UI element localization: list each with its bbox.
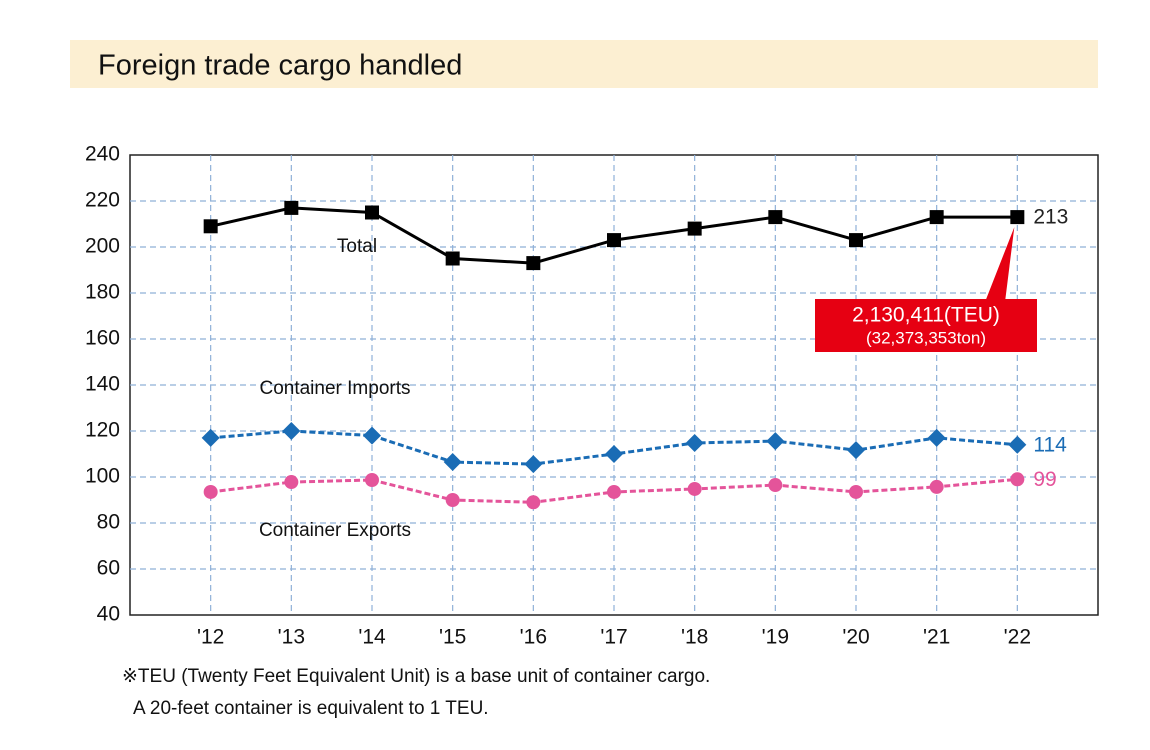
y-tick-label: 220 bbox=[85, 189, 120, 212]
data-label: 99 bbox=[1033, 468, 1056, 491]
y-tick-label: 240 bbox=[85, 143, 120, 166]
x-tick-label: '14 bbox=[358, 626, 386, 649]
point bbox=[605, 445, 623, 463]
y-tick-label: 100 bbox=[85, 465, 120, 488]
x-tick-label: '12 bbox=[197, 626, 224, 649]
footnote: ※TEU (Twenty Feet Equivalent Unit) is a … bbox=[122, 666, 710, 687]
x-tick-label: '16 bbox=[520, 626, 547, 649]
data-label: 213 bbox=[1033, 206, 1068, 229]
point bbox=[203, 219, 218, 234]
point bbox=[927, 428, 946, 447]
title-banner bbox=[70, 40, 1098, 88]
point bbox=[365, 205, 379, 220]
point bbox=[365, 472, 379, 487]
x-tick-label: '13 bbox=[278, 626, 305, 649]
x-tick-label: '15 bbox=[439, 626, 466, 649]
point bbox=[685, 433, 704, 452]
point bbox=[203, 484, 218, 499]
y-tick-label: 80 bbox=[97, 511, 120, 534]
y-tick-label: 200 bbox=[85, 235, 120, 258]
point bbox=[766, 432, 785, 451]
annotation: (32,373,353ton) bbox=[866, 328, 986, 347]
x-tick-label: '20 bbox=[842, 626, 869, 649]
y-tick-label: 140 bbox=[85, 373, 120, 396]
y-tick-label: 180 bbox=[85, 281, 120, 304]
point bbox=[284, 475, 299, 490]
x-tick-label: '17 bbox=[600, 626, 627, 649]
point bbox=[526, 256, 541, 271]
chart-title: Foreign trade cargo handled bbox=[98, 50, 462, 82]
point bbox=[445, 493, 460, 507]
series-label: Total bbox=[337, 236, 377, 257]
point bbox=[443, 453, 462, 472]
point bbox=[849, 484, 863, 499]
x-tick-label: '21 bbox=[923, 626, 950, 649]
annotation: 2,130,411(TEU) bbox=[852, 304, 1000, 327]
point bbox=[687, 481, 702, 496]
y-tick-label: 60 bbox=[97, 557, 120, 580]
x-tick-label: '18 bbox=[681, 626, 708, 649]
point bbox=[1010, 210, 1025, 225]
point bbox=[445, 251, 460, 266]
point bbox=[201, 428, 220, 447]
data-label: 114 bbox=[1033, 433, 1067, 456]
point bbox=[607, 484, 621, 499]
x-tick-label: '22 bbox=[1004, 626, 1031, 649]
y-tick-label: 160 bbox=[85, 327, 120, 350]
point bbox=[847, 441, 865, 460]
point bbox=[1008, 435, 1027, 454]
point bbox=[687, 221, 702, 236]
y-tick-label: 40 bbox=[97, 603, 120, 626]
point bbox=[849, 233, 863, 248]
point bbox=[929, 210, 944, 225]
point bbox=[526, 495, 541, 510]
point bbox=[524, 455, 543, 474]
callout-pointer bbox=[985, 227, 1015, 302]
series-label: Container Imports bbox=[259, 378, 410, 399]
point bbox=[768, 210, 783, 225]
series-label: Container Exports bbox=[259, 520, 411, 541]
y-tick-label: 120 bbox=[85, 419, 120, 442]
point bbox=[1010, 472, 1025, 487]
x-tick-label: '19 bbox=[762, 626, 789, 649]
point bbox=[282, 422, 301, 440]
point bbox=[284, 200, 299, 215]
point bbox=[929, 479, 944, 494]
point bbox=[363, 426, 381, 445]
footnote: A 20-feet container is equivalent to 1 T… bbox=[133, 698, 489, 719]
point bbox=[768, 478, 783, 493]
point bbox=[607, 233, 621, 248]
callout-box bbox=[815, 299, 1037, 352]
